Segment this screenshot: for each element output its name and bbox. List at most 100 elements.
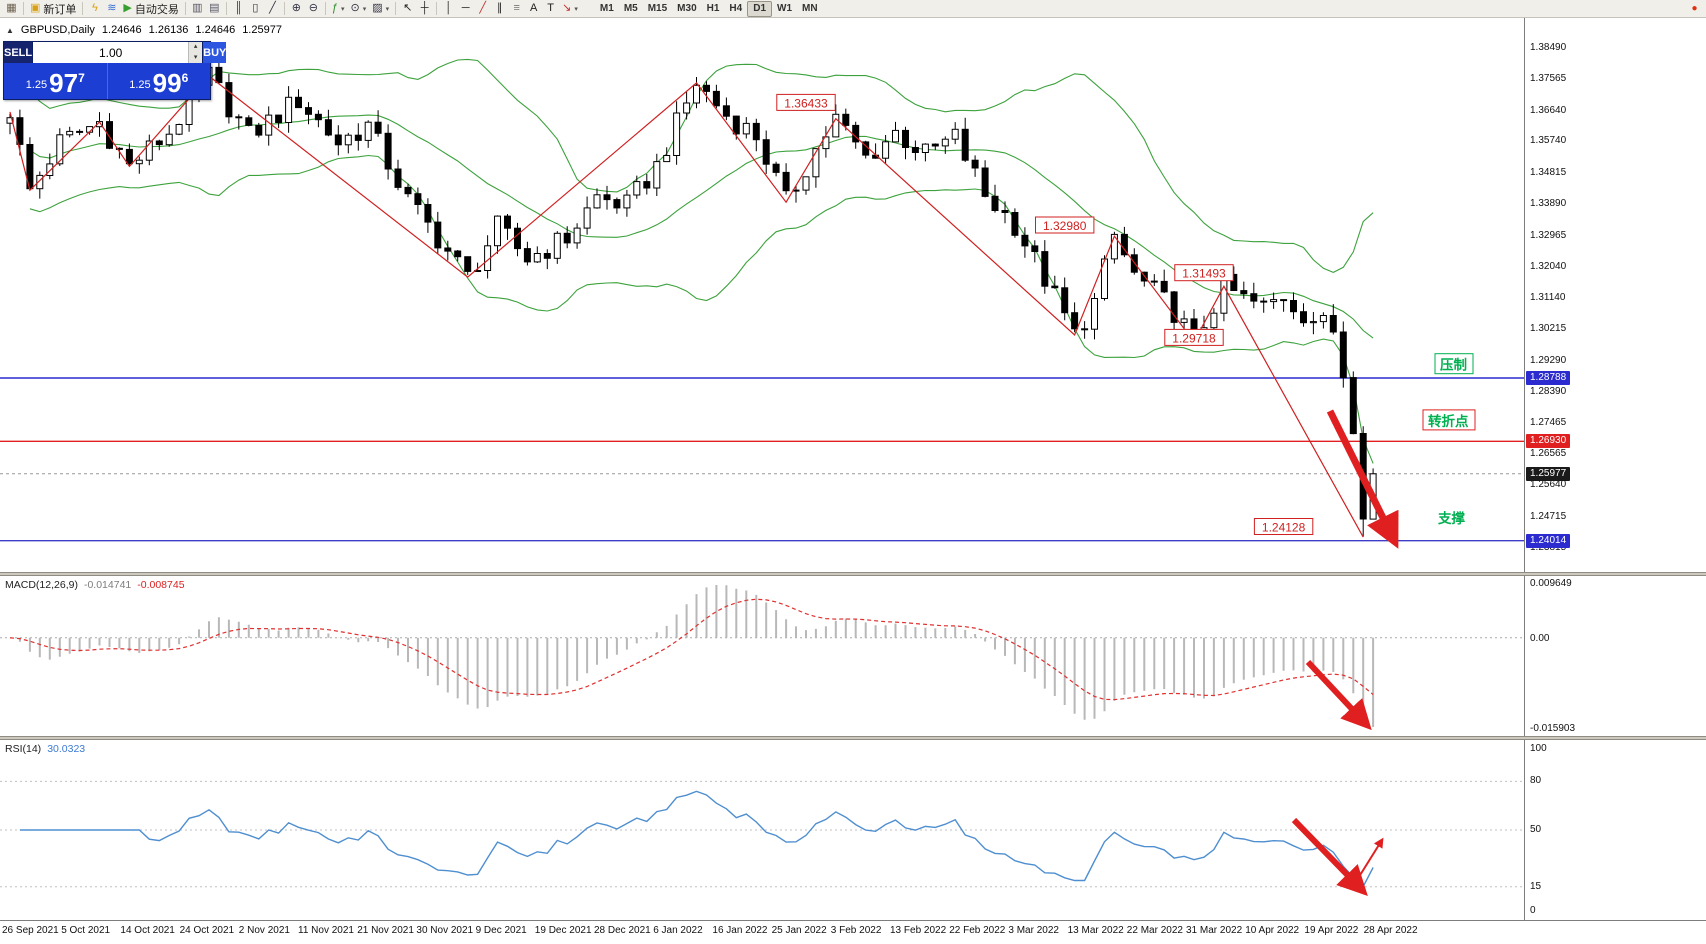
date-label: 25 Jan 2022: [771, 925, 827, 936]
toolbar-separator: [324, 2, 326, 15]
chevron-down-icon: ▾: [341, 5, 345, 13]
depth-of-market-button[interactable]: ≋: [103, 1, 120, 17]
volume-up-button[interactable]: ▴: [193, 43, 198, 50]
date-axis[interactable]: 26 Sep 2021 5 Oct 2021 14 Oct 2021 24 Oct 2…: [0, 920, 1706, 944]
arrow-object: [1351, 837, 1384, 889]
chevron-down-icon: ▾: [362, 5, 367, 13]
chart-bars-icon: ║: [234, 2, 243, 14]
macd-axis-value: -0.015903: [1530, 723, 1576, 734]
price-tick: 1.37565: [1530, 73, 1567, 84]
timeframe-h4-button[interactable]: H4: [729, 3, 743, 14]
quick-trade-icon: ϟ: [91, 2, 98, 14]
fibonacci-tool-button[interactable]: ≡: [508, 1, 525, 17]
price-chart-panel: 1.36433 1.32980 1.31493 1.29718 1.24128 压制 转折点…: [0, 18, 1706, 572]
timeframe-w1-button[interactable]: W1: [777, 3, 793, 14]
date-label: 21 Nov 2021: [357, 925, 414, 936]
chart-line-button[interactable]: ╱: [264, 1, 281, 17]
chart-line-icon: ╱: [269, 2, 276, 14]
ask-price[interactable]: 1.25 99 6: [108, 63, 211, 99]
timeframe-m15-button[interactable]: M15: [647, 3, 668, 14]
timeframe-h1-button[interactable]: H1: [706, 3, 720, 14]
chart-bars-button[interactable]: ║: [230, 1, 247, 17]
new-order-button[interactable]: ▣ 新订单: [27, 1, 79, 17]
auto-trading-icon: ▶: [123, 2, 132, 14]
price-tick: 1.26565: [1530, 447, 1567, 459]
price-chart-canvas[interactable]: 1.36433 1.32980 1.31493 1.29718 1.24128 压制转折点…: [0, 18, 1524, 572]
volume-box: ▴ ▾: [33, 42, 203, 63]
volume-down-button[interactable]: ▾: [193, 53, 198, 61]
toolbar-separator: [225, 2, 227, 15]
main-toolbar: ▦ ▣ 新订单 ϟ ≋ ▶ 自动交易 ▥ ▤ ║ ▯ ╱ ⊕ ⊖ ƒ ▾ ⊙ ▾ ▨ ▾ ↖ ┼ │ ─ ╱ ∥ ≡ A T ↘ ▾ M1 M5…: [0, 0, 1706, 18]
text-annotation: 压制: [1434, 353, 1474, 375]
new-chart-button[interactable]: ▦: [3, 1, 20, 17]
panel-splitter[interactable]: [0, 572, 1706, 576]
notification-icon[interactable]: ●: [1691, 3, 1698, 14]
price-badge: 1.25977: [1526, 466, 1571, 481]
sell-button[interactable]: SELL: [4, 42, 34, 63]
price-axis[interactable]: 1.38490 1.37565 1.36640 1.35740 1.34815 1.338…: [1524, 18, 1706, 572]
date-label: 13 Mar 2022: [1067, 925, 1124, 936]
label-tool-button[interactable]: T: [542, 1, 559, 17]
chart-candles-icon: ▯: [252, 2, 259, 14]
timeframe-d1-button[interactable]: D1: [747, 0, 773, 17]
date-label: 28 Apr 2022: [1363, 925, 1418, 936]
buy-button[interactable]: BUY: [202, 42, 227, 63]
tile-windows-button[interactable]: ▥: [189, 1, 206, 17]
vertical-line-tool-icon: │: [445, 2, 453, 14]
channel-tool-button[interactable]: ∥: [491, 1, 508, 17]
ask-pip-digit: 6: [181, 71, 189, 85]
timeframe-mn-button[interactable]: MN: [802, 3, 818, 14]
date-label: 11 Nov 2021: [298, 925, 354, 936]
timeframe-m1-button[interactable]: M1: [599, 3, 614, 14]
rsi-line: [19, 790, 1374, 888]
rsi-canvas[interactable]: [0, 740, 1524, 920]
price-tick: 1.36640: [1530, 104, 1567, 116]
date-label: 22 Mar 2022: [1126, 925, 1183, 936]
periods-button[interactable]: ⊙ ▾: [348, 1, 370, 17]
chart-candles-button[interactable]: ▯: [247, 1, 264, 17]
svg-text:1.32980: 1.32980: [1043, 219, 1087, 233]
date-label: 19 Dec 2021: [534, 925, 592, 936]
cascade-windows-button[interactable]: ▤: [206, 1, 223, 17]
templates-icon: ▨: [372, 2, 383, 14]
auto-trading-button[interactable]: ▶ 自动交易: [120, 1, 181, 17]
fibonacci-tool-icon: ≡: [513, 2, 520, 14]
rsi-axis-value: 15: [1530, 880, 1542, 892]
trendline-tool-button[interactable]: ╱: [474, 1, 491, 17]
toolbar-separator: [395, 2, 397, 15]
date-label: 2 Nov 2021: [238, 925, 290, 936]
arrows-tool-button[interactable]: ↘ ▾: [559, 1, 581, 17]
volume-input[interactable]: [33, 42, 189, 63]
quick-trade-button[interactable]: ϟ: [86, 1, 103, 17]
label-tool-icon: T: [547, 2, 555, 14]
indicators-add-icon: ƒ: [331, 2, 338, 14]
chevron-down-icon: ▾: [385, 5, 390, 13]
text-annotation: 支撑: [1437, 510, 1466, 526]
date-label: 3 Mar 2022: [1008, 925, 1059, 936]
timeframe-m5-button[interactable]: M5: [623, 3, 638, 14]
macd-canvas[interactable]: [0, 576, 1524, 736]
candle-wicks: [9, 56, 1374, 537]
new-chart-icon: ▦: [6, 2, 17, 14]
timeframe-m30-button[interactable]: M30: [677, 3, 697, 14]
rsi-axis-value: 80: [1530, 775, 1542, 787]
bollinger-band: [29, 58, 1374, 274]
zoom-in-button[interactable]: ⊕: [288, 1, 305, 17]
macd-histogram: [18, 585, 1375, 727]
cursor-button[interactable]: ↖: [399, 1, 416, 17]
indicators-add-button[interactable]: ƒ ▾: [329, 1, 348, 17]
zoom-out-button[interactable]: ⊖: [305, 1, 322, 17]
bear-candles: [16, 66, 1367, 520]
panel-splitter[interactable]: [0, 736, 1706, 740]
text-tool-button[interactable]: A: [525, 1, 542, 17]
bid-price[interactable]: 1.25 97 7: [4, 63, 108, 99]
templates-button[interactable]: ▨ ▾: [369, 1, 392, 17]
vertical-line-tool-button[interactable]: │: [440, 1, 457, 17]
horizontal-line-tool-button[interactable]: ─: [457, 1, 474, 17]
price-badge: 1.24014: [1526, 533, 1571, 548]
date-label: 6 Jan 2022: [653, 925, 703, 936]
price-badge: 1.26930: [1526, 434, 1571, 449]
crosshair-button[interactable]: ┼: [416, 1, 433, 17]
price-tick: 1.27465: [1530, 417, 1567, 429]
price-tick: 1.31140: [1530, 291, 1566, 303]
